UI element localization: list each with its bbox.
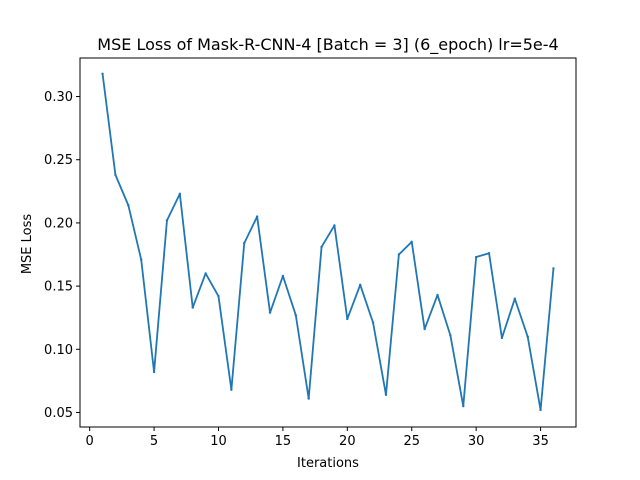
data-point [114,173,117,177]
x-axis-ticks: 0 5 10 15 20 25 30 35 [86,427,549,449]
data-point [243,241,246,245]
y-tick-label: 0.25 [44,153,73,168]
data-point [371,321,375,324]
data-point [552,267,555,270]
data-point [307,397,310,400]
data-point [230,388,233,391]
data-point [127,204,130,207]
data-point [178,192,182,196]
x-tick-label: 20 [339,434,356,449]
data-point [359,283,362,287]
data-point [346,317,349,321]
x-tick-label: 5 [150,434,158,449]
data-point [217,295,220,298]
data-point [152,370,156,374]
data-point [281,274,285,278]
loss-series-line [101,73,555,411]
data-point [320,245,323,249]
x-tick-label: 35 [532,434,549,449]
chart-title: MSE Loss of Mask-R-CNN-4 [Batch = 3] (6_… [97,35,558,55]
data-point [255,215,259,218]
data-point [333,224,336,227]
data-point [268,311,272,314]
y-tick-label: 0.15 [44,280,73,295]
data-point [139,258,143,261]
y-tick-label: 0.05 [44,406,73,421]
x-tick-label: 15 [275,434,292,449]
data-point [165,219,169,222]
data-point [500,336,504,340]
data-point [384,393,388,396]
data-point [513,297,517,300]
y-tick-label: 0.20 [44,216,73,231]
data-point [410,240,413,244]
data-point [449,334,452,337]
y-tick-label: 0.10 [44,343,73,358]
data-point [101,72,104,76]
y-axis-label: MSE Loss [20,214,35,275]
x-tick-label: 30 [468,434,485,449]
x-tick-label: 0 [86,434,94,449]
data-point [294,313,297,317]
data-point [191,306,194,309]
plot-area [79,57,577,428]
data-point [526,335,529,338]
data-point [487,252,491,255]
data-point [423,327,426,331]
y-tick-label: 0.30 [44,90,73,105]
plot-frame [79,57,577,428]
data-point [462,404,465,408]
data-point [539,408,542,412]
x-tick-label: 10 [210,434,227,449]
x-axis-label: Iterations [297,456,359,471]
x-tick-label: 25 [403,434,420,449]
y-axis-ticks: 0.05 0.10 0.15 0.20 0.25 0.30 [44,90,80,421]
data-point [474,255,478,259]
data-point [204,272,207,275]
data-point [436,293,439,297]
data-point [397,253,401,256]
